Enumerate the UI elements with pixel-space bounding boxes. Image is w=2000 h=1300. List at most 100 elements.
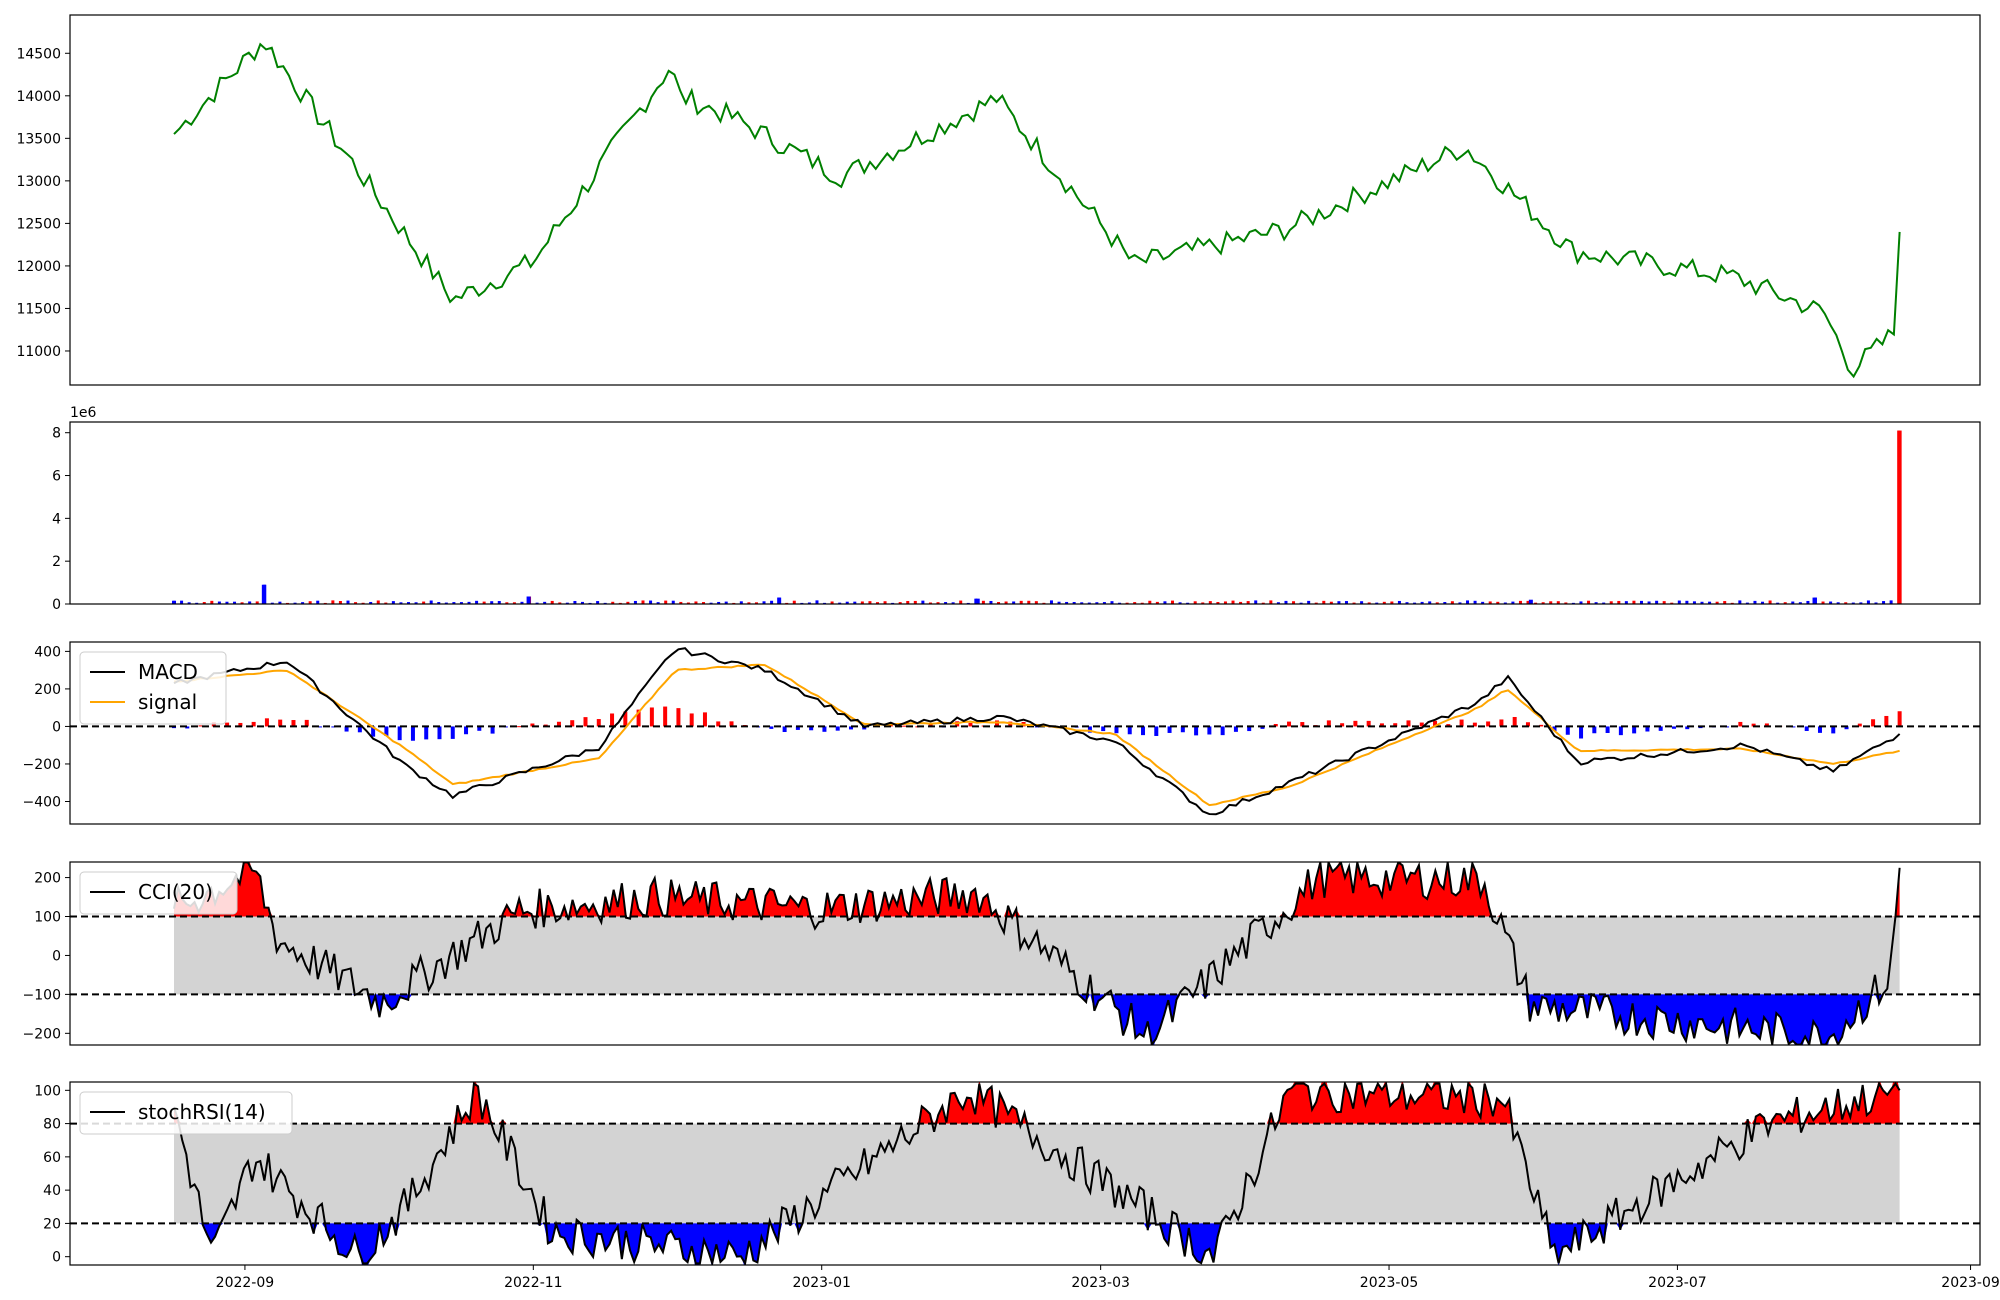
volume-bar bbox=[906, 600, 910, 604]
volume-bar bbox=[505, 602, 509, 604]
volume-bar bbox=[459, 602, 463, 604]
histogram-bar bbox=[1764, 723, 1769, 727]
histogram-bar bbox=[1433, 720, 1438, 727]
y-tick-label: 100 bbox=[34, 910, 61, 926]
volume-bar bbox=[1844, 602, 1848, 604]
volume-bar-spike bbox=[261, 584, 266, 604]
volume-bar bbox=[1322, 600, 1326, 604]
volume-bar bbox=[452, 602, 456, 604]
histogram-bar bbox=[1751, 723, 1756, 727]
volume-bar bbox=[1556, 601, 1560, 604]
histogram-bar bbox=[1579, 726, 1584, 739]
volume-bar bbox=[1715, 601, 1719, 604]
histogram-bar bbox=[1127, 726, 1132, 735]
volume-bar bbox=[1836, 602, 1840, 604]
y-tick-label: 4 bbox=[52, 511, 61, 527]
y-tick-label: 8 bbox=[52, 426, 61, 442]
volume-bar bbox=[180, 600, 184, 604]
legend-stochrsi: stochRSI(14) bbox=[79, 1091, 293, 1135]
volume-bar bbox=[921, 600, 925, 604]
volume-bar bbox=[1639, 600, 1643, 604]
volume-bar bbox=[1526, 600, 1530, 604]
histogram-bar bbox=[1247, 726, 1252, 732]
histogram-bar bbox=[835, 726, 840, 731]
volume-bar-spike bbox=[1897, 430, 1902, 604]
volume-bar bbox=[316, 600, 320, 604]
volume-bar bbox=[1397, 600, 1401, 604]
histogram-bar bbox=[623, 711, 628, 727]
volume-bar-spike bbox=[777, 597, 782, 604]
volume-bar bbox=[1458, 602, 1462, 604]
panel-stochrsi: 0 20 40 60 80 100 stochRSI(14) bbox=[34, 1081, 1981, 1266]
volume-bar bbox=[1246, 601, 1250, 604]
histogram-bar bbox=[1326, 720, 1331, 727]
volume-bar bbox=[1299, 602, 1303, 604]
volume-bar bbox=[1231, 600, 1235, 604]
histogram-bar bbox=[477, 726, 482, 731]
plot-area-stochrsi bbox=[70, 1082, 1980, 1265]
volume-bar bbox=[414, 602, 418, 604]
panel-frame bbox=[69, 861, 1981, 1046]
histogram-bar bbox=[185, 726, 190, 729]
volume-bar bbox=[1602, 602, 1606, 604]
volume-bar bbox=[989, 600, 993, 604]
histogram-bar bbox=[968, 722, 973, 727]
volume-bar bbox=[543, 601, 547, 604]
histogram-bar bbox=[769, 726, 774, 729]
histogram-bar bbox=[1539, 724, 1544, 727]
oversold-fill bbox=[174, 1223, 1900, 1265]
y-tick-label: 11500 bbox=[16, 301, 61, 317]
plot-area-volume bbox=[172, 430, 1902, 604]
histogram-bar bbox=[1592, 726, 1597, 734]
histogram-bar bbox=[264, 718, 269, 727]
volume-bar bbox=[1753, 600, 1757, 604]
x-tick-label: 2022-09 bbox=[216, 1275, 275, 1291]
volume-bar bbox=[1367, 602, 1371, 604]
plot-area-cci bbox=[70, 862, 1980, 1045]
volume-bar bbox=[1239, 601, 1243, 604]
volume-bar bbox=[1806, 600, 1810, 604]
histogram-bar bbox=[848, 726, 853, 730]
y-tick-label: −200 bbox=[23, 757, 61, 773]
volume-bar bbox=[512, 602, 516, 604]
y-tick-label: 14000 bbox=[16, 89, 61, 105]
volume-bar bbox=[278, 601, 282, 604]
histogram-bar bbox=[1353, 720, 1358, 727]
y-tick-label: 2 bbox=[52, 554, 61, 570]
y-tick-label: −100 bbox=[23, 987, 61, 1003]
volume-bar bbox=[1087, 602, 1091, 604]
volume-bar bbox=[255, 601, 259, 604]
volume-bar bbox=[1549, 601, 1553, 604]
volume-bar bbox=[1428, 601, 1432, 604]
volume-bar bbox=[1829, 601, 1833, 604]
volume-bar bbox=[384, 602, 388, 604]
histogram-bar bbox=[437, 726, 442, 740]
legend-cci: CCI(20) bbox=[79, 871, 238, 915]
x-tick-label: 2023-03 bbox=[1071, 1275, 1130, 1291]
volume-bar bbox=[1269, 600, 1273, 604]
volume-bar bbox=[898, 602, 902, 604]
y-tick-label: 60 bbox=[43, 1150, 61, 1166]
volume-bar bbox=[1889, 600, 1893, 604]
volume-bar bbox=[1102, 602, 1106, 604]
histogram-bar bbox=[570, 720, 575, 727]
volume-bar bbox=[981, 600, 985, 604]
volume-bar bbox=[1133, 602, 1137, 604]
histogram-bar bbox=[1167, 726, 1172, 733]
volume-bar bbox=[626, 601, 630, 604]
volume-bar bbox=[248, 601, 252, 604]
volume-bar bbox=[1655, 600, 1659, 604]
volume-bar bbox=[1261, 602, 1265, 604]
histogram-bar bbox=[1658, 726, 1663, 731]
histogram-bar bbox=[716, 721, 721, 727]
histogram-bar bbox=[1114, 726, 1119, 734]
histogram-bar bbox=[1738, 721, 1743, 727]
volume-bar bbox=[671, 600, 675, 604]
histogram-bar bbox=[1857, 723, 1862, 727]
histogram-bar bbox=[198, 725, 203, 727]
volume-bar bbox=[1624, 601, 1628, 604]
histogram-bar bbox=[1671, 726, 1676, 729]
panel-volume: 0 2 4 6 8 1e6 bbox=[52, 405, 1981, 613]
volume-bar bbox=[1435, 602, 1439, 604]
volume-bar-spike bbox=[172, 600, 177, 604]
